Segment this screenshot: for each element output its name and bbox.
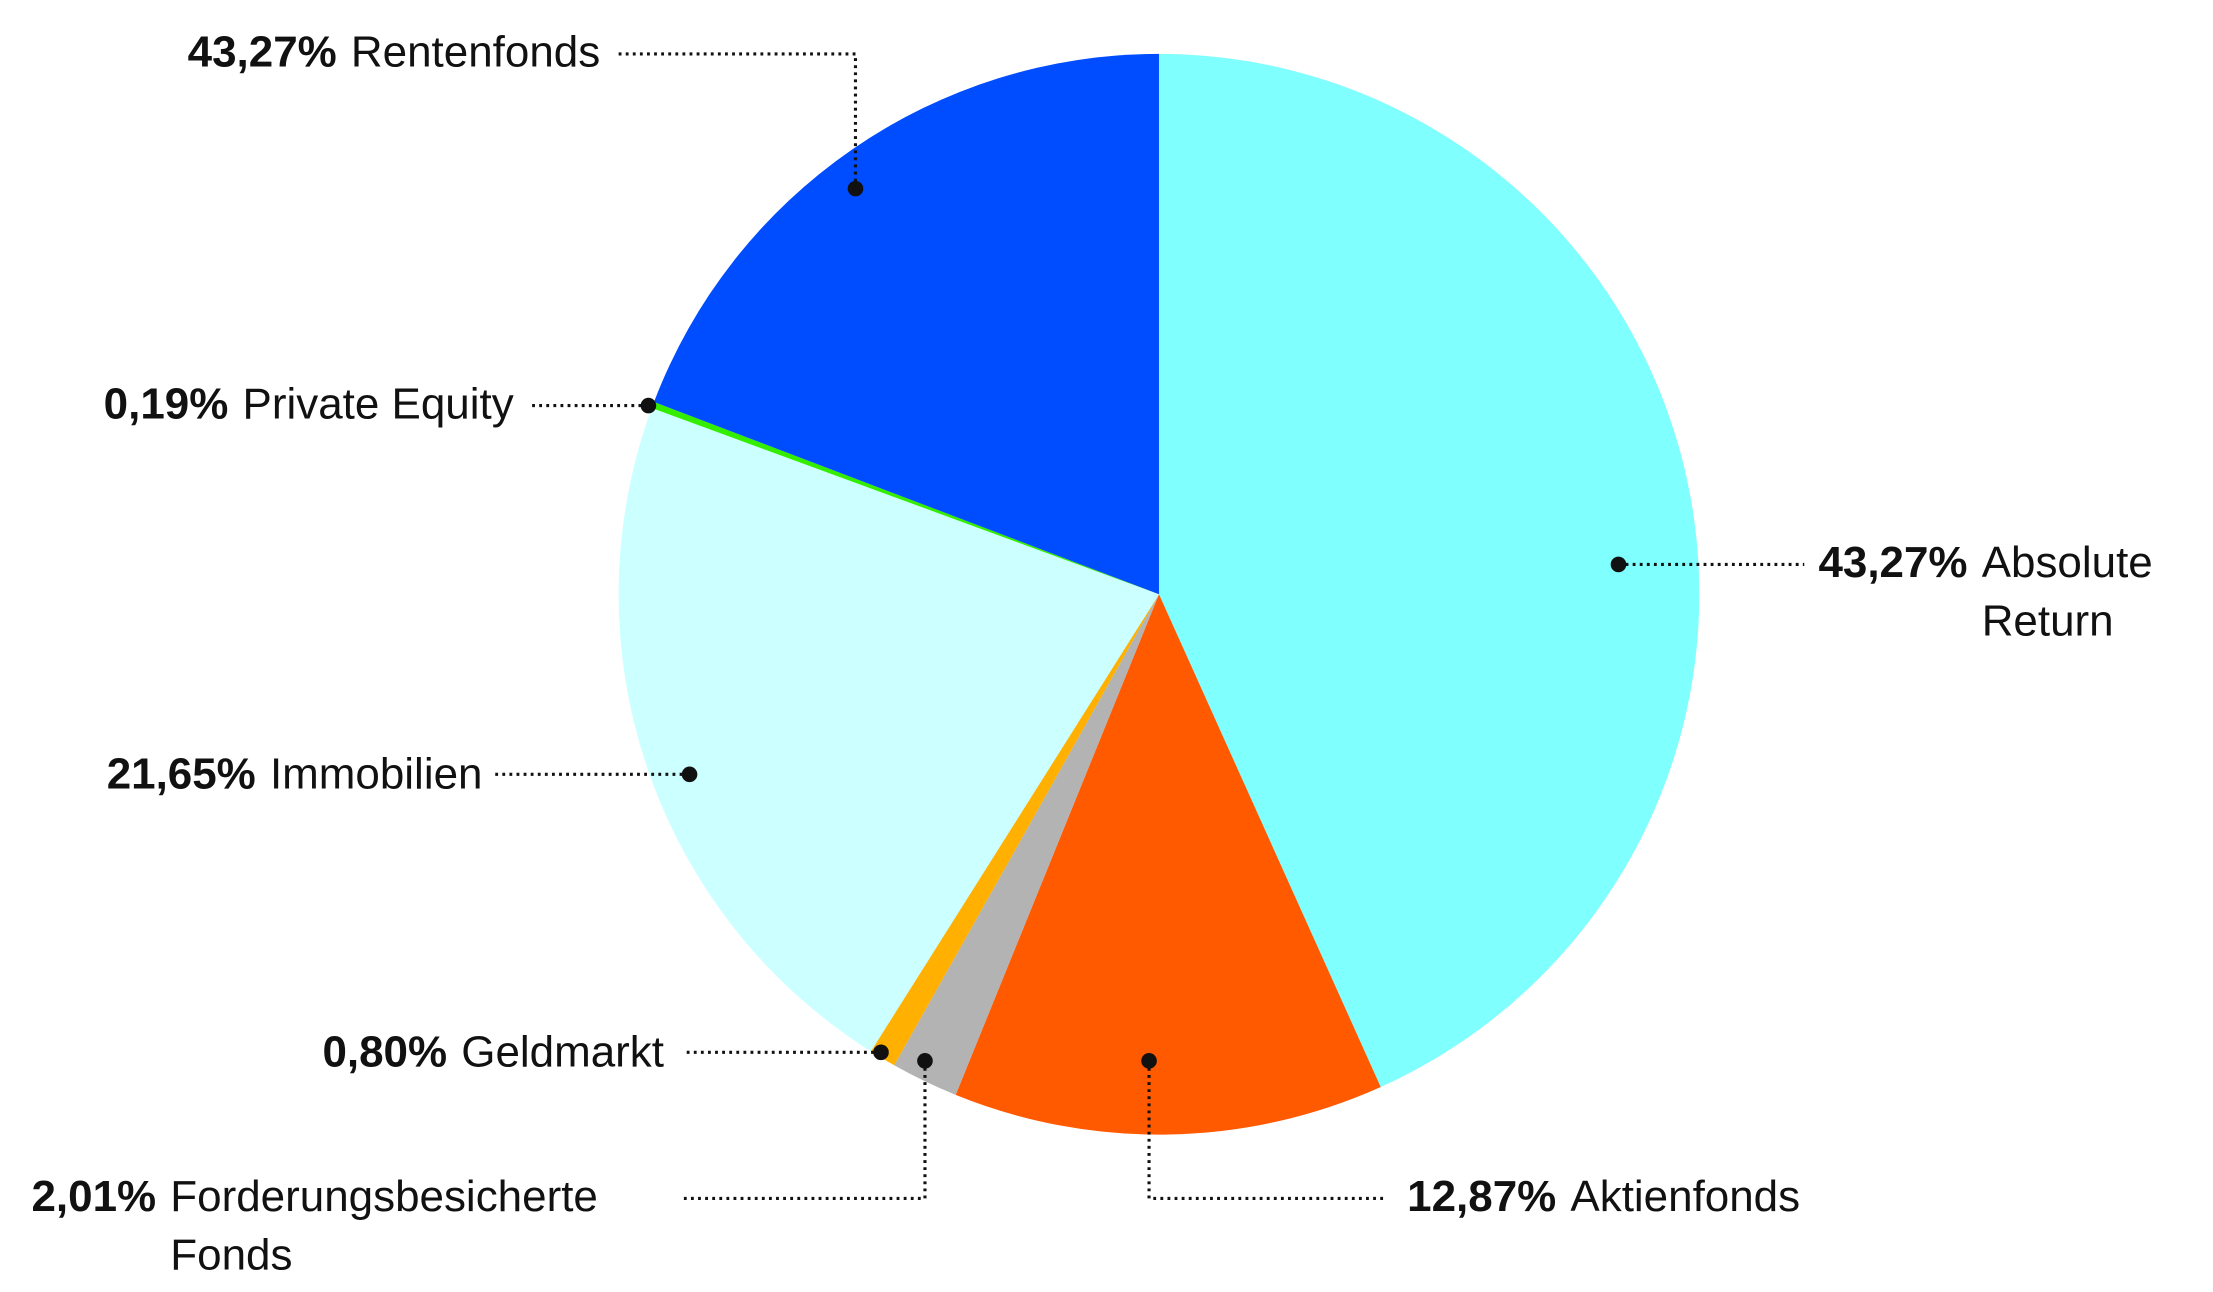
category-label: Immobilien [270, 750, 483, 799]
category-label: Geldmarkt [461, 1028, 664, 1077]
data-label: 21,65% Immobilien [107, 750, 483, 799]
data-label: 0,19% Private Equity [104, 379, 514, 428]
pie-slice-private-equity [651, 401, 1159, 595]
percent-label: 2,01% [31, 1172, 156, 1221]
category-label: Private Equity [243, 379, 514, 428]
callout-aktienfonds: 12,87% Aktienfonds [1141, 1053, 1800, 1221]
percent-label: 12,87% [1407, 1172, 1556, 1221]
percent-label: 0,19% [104, 379, 229, 428]
percent-label: 0,80% [322, 1028, 447, 1077]
category-label: Aktienfonds [1570, 1172, 1800, 1221]
callout-dot [681, 766, 698, 783]
callout-dot [640, 397, 657, 414]
pie-slice-aktienfonds [955, 594, 1381, 1135]
data-label: 2,01% Forderungsbesicherte [31, 1172, 597, 1221]
callout-private-equity: 0,19% Private Equity [104, 379, 657, 428]
category-label: Absolute [1982, 538, 2153, 587]
callout-immobilien: 21,65% Immobilien [107, 750, 698, 799]
pie-slice-forderungsbesicherte-fonds [894, 594, 1159, 1095]
callouts: 43,27% Absolute Return 12,87% Aktienfonds 2,0… [31, 28, 2152, 1280]
callout-dot [847, 180, 864, 197]
data-label: 12,87% Aktienfonds [1407, 1172, 1800, 1221]
percent-label: 43,27% [188, 28, 337, 77]
pie-slice-immobilien [618, 408, 1159, 1052]
callout-dot [1141, 1053, 1157, 1069]
callout-dot [873, 1044, 889, 1061]
callout-forderungsbesicherte-fonds: 2,01% Forderungsbesicherte Fonds [31, 1053, 933, 1279]
callout-absolute-return: 43,27% Absolute Return [1610, 538, 2153, 645]
leader-line [1147, 1060, 1388, 1200]
callout-geldmarkt: 0,80% Geldmarkt [322, 1028, 889, 1077]
pie-slice-absolute-return [1158, 53, 1700, 1087]
category-label-line-2: Fonds [170, 1230, 292, 1279]
category-label: Forderungsbesicherte [170, 1172, 598, 1221]
leader-line [683, 1060, 927, 1200]
data-label: 0,80% Geldmarkt [322, 1028, 664, 1077]
data-label: 43,27% Absolute [1818, 538, 2152, 587]
data-label: 43,27% Rentenfonds [188, 28, 601, 77]
pie-slice-rentenfonds [653, 53, 1159, 595]
callout-rentenfonds: 43,27% Rentenfonds [188, 28, 864, 197]
percent-label: 21,65% [107, 750, 256, 799]
pie-slices [618, 53, 1700, 1135]
pie-slice-geldmarkt [870, 594, 1159, 1066]
leader-line [614, 52, 858, 189]
category-label-line-2: Return [1982, 596, 2114, 645]
category-label: Rentenfonds [351, 28, 600, 77]
callout-dot [1610, 556, 1627, 573]
callout-dot [917, 1053, 933, 1069]
percent-label: 43,27% [1818, 538, 1967, 587]
